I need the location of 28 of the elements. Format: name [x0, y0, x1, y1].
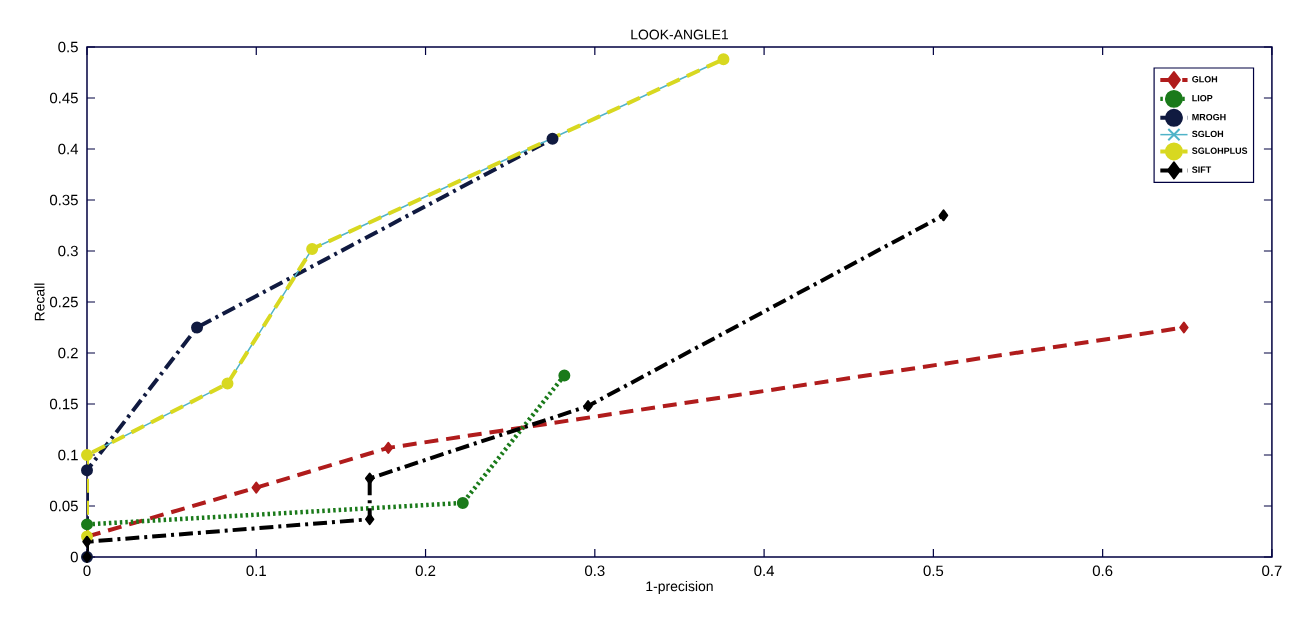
x-tick-label: 0 — [83, 565, 91, 577]
legend-label: LIOP — [1192, 94, 1213, 102]
x-axis-title: 1-precision — [646, 580, 713, 594]
y-tick-label: 0.45 — [49, 92, 78, 104]
y-tick-label: 0 — [70, 551, 78, 563]
x-tick-label: 0.2 — [415, 565, 436, 577]
y-tick-label: 0.1 — [58, 449, 78, 461]
legend-label: MROGH — [1192, 113, 1226, 121]
legend-label: SIFT — [1192, 166, 1212, 173]
y-tick-label: 0.3 — [58, 245, 78, 257]
y-tick-label: 0.4 — [58, 143, 79, 155]
y-tick-label: 0.5 — [58, 41, 78, 53]
y-tick-label: 0.2 — [58, 347, 78, 359]
x-tick-label: 0.7 — [1262, 565, 1282, 577]
x-tick-label: 0.4 — [754, 565, 775, 577]
y-tick-label: 0.15 — [49, 398, 78, 410]
legend-label: SGLOH — [1192, 130, 1224, 138]
legend-label: GLOH — [1192, 76, 1218, 83]
x-tick-label: 0.6 — [1092, 565, 1113, 577]
y-tick-label: 0.05 — [49, 500, 78, 512]
y-axis-title: Recall — [34, 283, 45, 321]
x-tick-label: 0.1 — [246, 565, 266, 577]
x-tick-label: 0.3 — [585, 565, 605, 577]
y-tick-label: 0.25 — [49, 296, 78, 308]
legend-label: SGLOHPLUS — [1192, 147, 1248, 154]
x-tick-label: 0.5 — [923, 565, 944, 577]
y-tick-label: 0.35 — [49, 194, 78, 206]
chart-title: LOOK-ANGLE1 — [631, 29, 728, 40]
